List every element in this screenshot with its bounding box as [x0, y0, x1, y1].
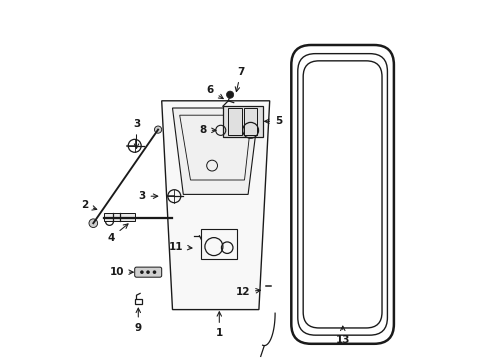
Text: 11: 11 [168, 242, 192, 252]
Bar [201, 229, 237, 259]
Text: 4: 4 [107, 224, 128, 243]
Circle shape [146, 270, 149, 274]
Circle shape [152, 270, 156, 274]
Text: 3: 3 [133, 119, 140, 148]
Circle shape [140, 270, 143, 274]
Text: 3: 3 [138, 191, 158, 201]
Circle shape [154, 126, 162, 133]
Text: 5: 5 [264, 116, 282, 126]
Text: 7: 7 [235, 67, 244, 91]
Text: 10: 10 [109, 267, 133, 277]
Text: 9: 9 [135, 308, 142, 333]
Text: 13: 13 [335, 326, 349, 345]
Text: 8: 8 [199, 125, 216, 135]
Text: 6: 6 [206, 85, 223, 99]
Bar [228, 108, 242, 135]
FancyBboxPatch shape [134, 267, 162, 277]
Circle shape [226, 91, 233, 98]
Polygon shape [172, 108, 258, 194]
Circle shape [89, 219, 98, 228]
Text: 12: 12 [235, 287, 260, 297]
Bar [104, 213, 134, 221]
Polygon shape [162, 101, 269, 310]
Text: 2: 2 [81, 200, 97, 210]
Bar [223, 106, 262, 137]
Text: 1: 1 [215, 312, 223, 338]
Bar [244, 108, 257, 135]
